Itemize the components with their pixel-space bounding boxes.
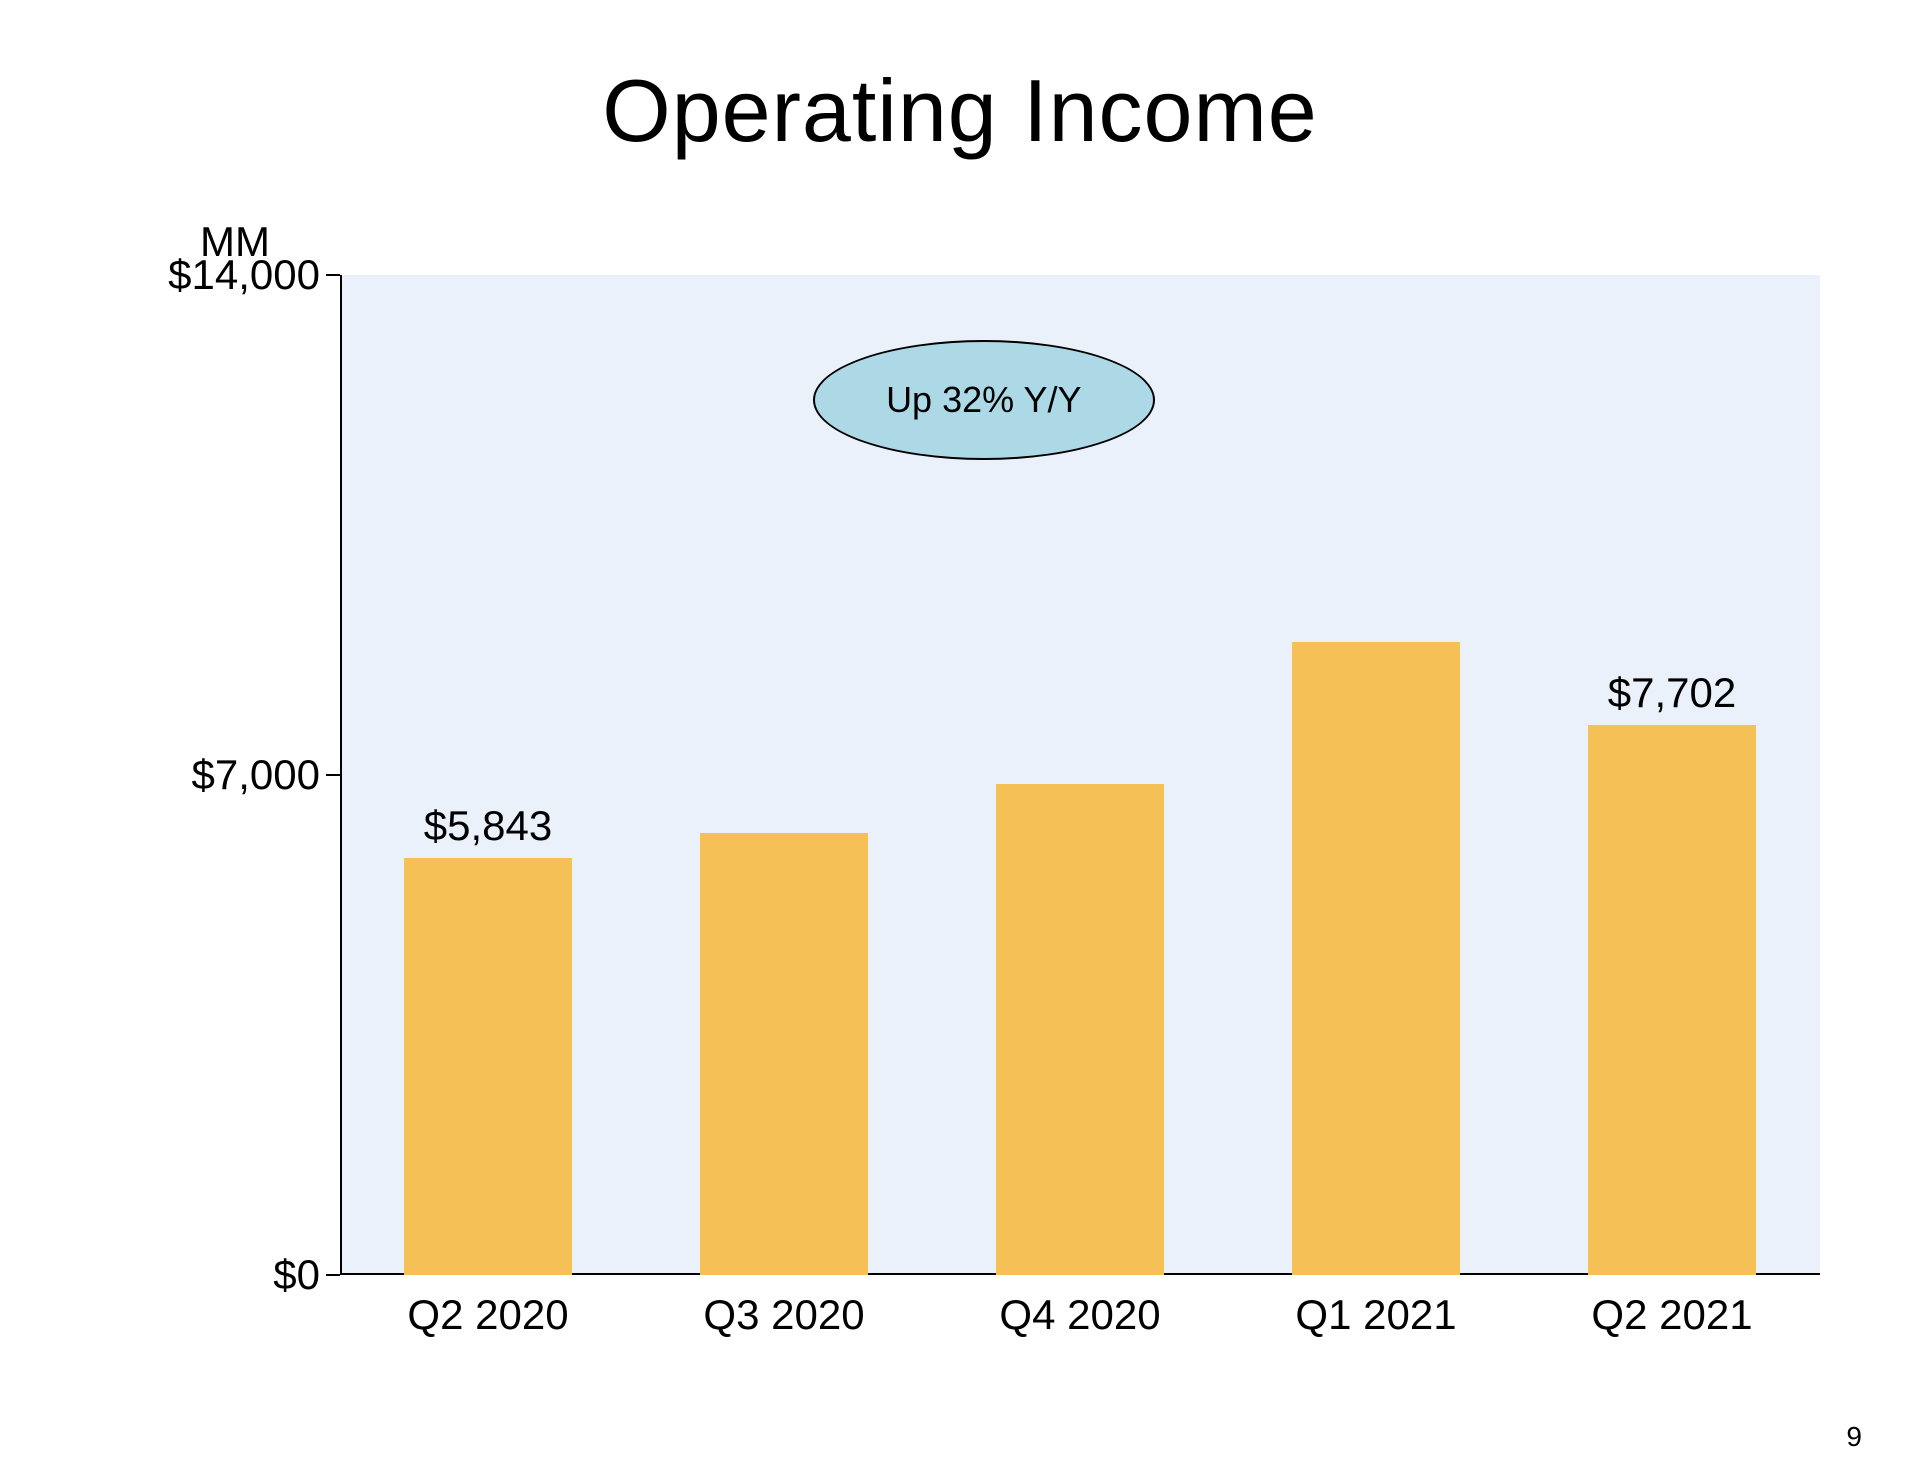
y-tick-label: $7,000 [100, 751, 320, 799]
bar [700, 833, 869, 1275]
x-tick-label: Q2 2020 [407, 1291, 568, 1339]
bar-value-label: $7,702 [1608, 669, 1736, 717]
y-tick-mark [326, 274, 340, 276]
plot-area: $5,843 $7,702 Up 32% Y/Y [340, 275, 1820, 1275]
x-tick-label: Q3 2020 [703, 1291, 864, 1339]
bar [404, 858, 573, 1275]
bar [1588, 725, 1757, 1275]
bar [996, 784, 1165, 1275]
y-tick-mark [326, 774, 340, 776]
bar [1292, 642, 1461, 1275]
x-tick-label: Q1 2021 [1295, 1291, 1456, 1339]
y-tick-mark [326, 1274, 340, 1276]
y-axis-line [340, 275, 342, 1275]
chart-container: $5,843$7,702Up 32% Y/Y $0$7,000$14,000Q2… [100, 275, 1820, 1275]
page-number: 9 [1846, 1421, 1862, 1453]
chart-title: Operating Income [0, 60, 1920, 162]
x-tick-label: Q4 2020 [999, 1291, 1160, 1339]
x-tick-label: Q2 2021 [1591, 1291, 1752, 1339]
slide: Operating Income MM $5,843$7,702Up 32% Y… [0, 0, 1920, 1467]
y-tick-label: $14,000 [100, 251, 320, 299]
callout-ellipse: Up 32% Y/Y [813, 340, 1155, 460]
bar-value-label: $5,843 [424, 802, 552, 850]
y-tick-label: $0 [100, 1251, 320, 1299]
